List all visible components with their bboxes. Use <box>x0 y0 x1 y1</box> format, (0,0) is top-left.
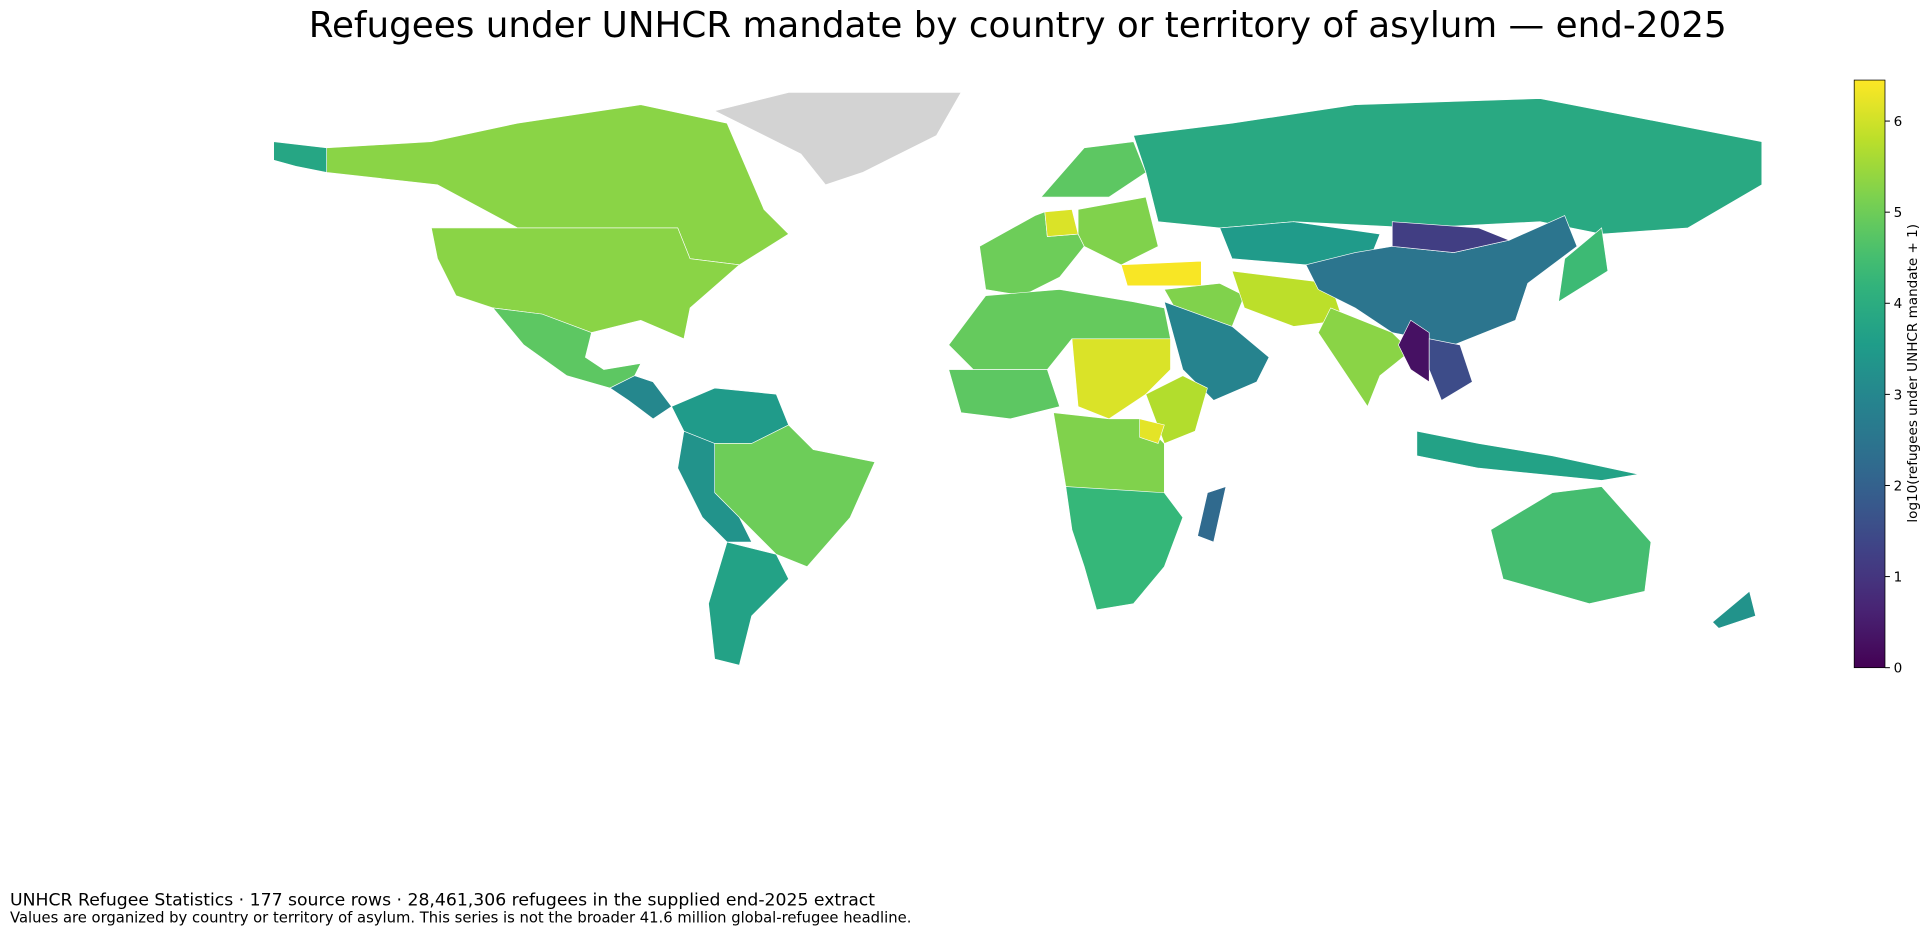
region <box>1428 338 1473 401</box>
region <box>677 430 753 543</box>
region <box>708 541 789 666</box>
region <box>1120 260 1202 287</box>
region <box>1398 319 1430 383</box>
colorbar-tick-label: 1 <box>1894 570 1903 586</box>
colorbar-tick-label: 6 <box>1894 114 1903 130</box>
region <box>1490 486 1652 604</box>
region <box>1163 301 1270 401</box>
colorbar-tick-label: 4 <box>1894 296 1903 312</box>
colorbar-tick-label: 3 <box>1894 387 1903 403</box>
colorbar-ticks: 0 1 2 3 4 5 6 <box>1884 114 1903 677</box>
region <box>1040 141 1147 198</box>
colorbar-label: log10(refugees under UNHCR mandate + 1) <box>1905 224 1921 523</box>
region <box>948 369 1061 420</box>
colorbar-tick-label: 2 <box>1894 478 1903 494</box>
region <box>1391 221 1511 253</box>
region <box>492 307 642 389</box>
footer: UNHCR Refugee Statistics · 177 source ro… <box>10 890 875 910</box>
region <box>1712 590 1757 629</box>
note: Values are organized by country or terri… <box>10 910 911 927</box>
region <box>326 104 790 266</box>
region <box>1416 430 1639 481</box>
colorbar-tick-label: 5 <box>1894 205 1903 221</box>
chart-title: Refugees under UNHCR mandate by country … <box>309 5 1727 46</box>
region <box>1044 209 1079 237</box>
region <box>273 141 327 173</box>
region <box>1558 227 1609 303</box>
region <box>1197 486 1227 543</box>
region <box>430 227 741 340</box>
region <box>713 92 962 186</box>
region <box>1133 98 1763 235</box>
region <box>1065 486 1184 611</box>
region <box>1077 196 1159 266</box>
region <box>1139 418 1165 444</box>
colorbar <box>1853 79 1886 669</box>
map <box>273 92 1763 666</box>
region <box>1317 307 1412 408</box>
colorbar-tick-label: 0 <box>1894 661 1903 677</box>
